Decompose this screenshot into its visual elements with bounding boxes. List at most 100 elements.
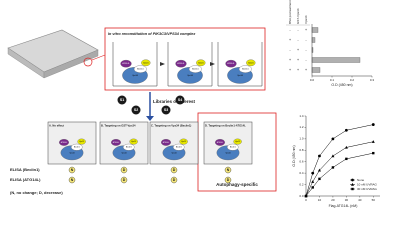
series-line: [305, 124, 374, 197]
protein: [111, 139, 121, 146]
protein: [188, 65, 202, 73]
elisa-result-label: D: [227, 178, 230, 182]
elisa-result: [224, 166, 232, 174]
compound: [131, 105, 141, 115]
protein-label: Vps34: [70, 152, 75, 154]
reconstitution-box: [104, 27, 266, 91]
series-line: [305, 152, 374, 197]
protein-label: Beclin1: [74, 147, 80, 149]
panel-title: C. Targeting on Vps34 (Beclin1): [151, 124, 191, 128]
elisa-result-label: N: [71, 168, 74, 172]
protein-label: ATG14L: [163, 141, 169, 144]
elisa-result-label: D: [123, 178, 126, 182]
condition-cell: +: [289, 37, 292, 42]
protein: [77, 138, 86, 145]
beaker: [217, 42, 263, 87]
protein-label: Vps34: [237, 75, 243, 77]
y-tick-label: 0.4: [299, 171, 304, 175]
x-tick-label: 0: [305, 198, 307, 202]
protein-label: Vps34: [226, 152, 231, 154]
compound-label: S4: [178, 98, 182, 102]
protein: [161, 139, 171, 146]
condition-header: GST-Vps34: [296, 8, 300, 24]
protein: [238, 65, 252, 73]
bar: [311, 67, 321, 73]
step-arrow: [160, 62, 165, 66]
protein-label: Beclin1: [126, 147, 132, 149]
condition-header: Vps34: [304, 15, 308, 24]
protein-label: ATG14L: [217, 141, 223, 144]
protein: [71, 143, 83, 151]
condition-cell: +: [297, 67, 300, 72]
protein: [173, 143, 185, 151]
x-tick-label: 0.3: [370, 78, 375, 82]
condition-cell: -: [289, 27, 291, 32]
y-tick-label: 1.4: [299, 114, 304, 118]
condition-cell: +: [305, 27, 308, 32]
protein: [175, 59, 187, 68]
plate-illustration: [7, 29, 106, 79]
protein: [227, 143, 239, 151]
protein: [129, 138, 138, 145]
x-tick-label: 20: [331, 198, 335, 202]
marker: [304, 194, 308, 198]
marker: [371, 140, 375, 143]
bar: [311, 27, 319, 33]
figure: In vitro reconstitution of PIK3C3/VPS34 …: [7, 0, 380, 208]
marker: [344, 145, 348, 149]
condition-cell: -: [305, 37, 307, 42]
x-tick-label: 0.2: [350, 78, 355, 82]
y-tick-label: 1.2: [299, 125, 304, 129]
legend-label: 10 nM UVRAG: [357, 182, 378, 186]
y-tick-label: 1.0: [299, 137, 304, 141]
condition-cell: +: [297, 47, 300, 52]
condition-cell: +: [305, 67, 308, 72]
marker: [331, 137, 335, 141]
elisa-result: [170, 176, 178, 184]
condition-cell: -: [297, 37, 299, 42]
beaker: [112, 42, 158, 87]
condition-cell: +: [289, 57, 292, 62]
legend-label: 30 nM UVRAG: [357, 187, 378, 191]
protein-label: Vps15: [235, 141, 240, 143]
protein: [233, 138, 242, 145]
libraries-label: Libraries of interest: [153, 99, 196, 104]
compound: [161, 105, 171, 115]
marker: [318, 154, 321, 158]
x-tick-label: 50: [372, 198, 376, 202]
elisa-result: [120, 166, 128, 174]
marker: [311, 180, 315, 183]
condition-cell: -: [305, 47, 307, 52]
panel-title: B. Targeting on GST-Vps34: [101, 124, 136, 128]
protein: [123, 143, 135, 151]
protein: [246, 59, 256, 67]
marker: [345, 157, 348, 161]
protein-label: Vps15: [248, 62, 254, 64]
marker: [311, 171, 315, 175]
compound-label: S2: [134, 108, 138, 112]
condition-cell: -: [297, 27, 299, 32]
protein: [133, 65, 147, 73]
protein-label: ATG14L: [122, 62, 130, 65]
step-arrow: [210, 62, 215, 66]
elisa-result-label: N: [227, 168, 230, 172]
protein: [59, 139, 69, 146]
y-tick-label: 0.6: [299, 160, 304, 164]
reconstitution-title: In vitro reconstitution of PIK3C3/VPS34 …: [108, 32, 196, 36]
elisa-row-label: ELISA (ATG14L): [10, 177, 41, 182]
y-tick-label: 0.8: [299, 148, 304, 152]
protein-label: Beclin1: [137, 69, 143, 71]
protein-label: Vps34: [122, 152, 127, 154]
protein-label: Vps15: [131, 141, 136, 143]
y-tick-label: 0.0: [299, 194, 304, 198]
x-tick-label: 30: [345, 198, 349, 202]
protein: [141, 59, 151, 67]
elisa-result: [224, 176, 232, 184]
protein-label: ATG14L: [227, 62, 235, 65]
note: (N, no change; D, decrease): [10, 190, 63, 195]
legend-label: None: [357, 178, 365, 182]
protein: [225, 59, 237, 68]
elisa-result: [120, 176, 128, 184]
arrow-head: [146, 116, 154, 121]
marker: [371, 123, 375, 126]
